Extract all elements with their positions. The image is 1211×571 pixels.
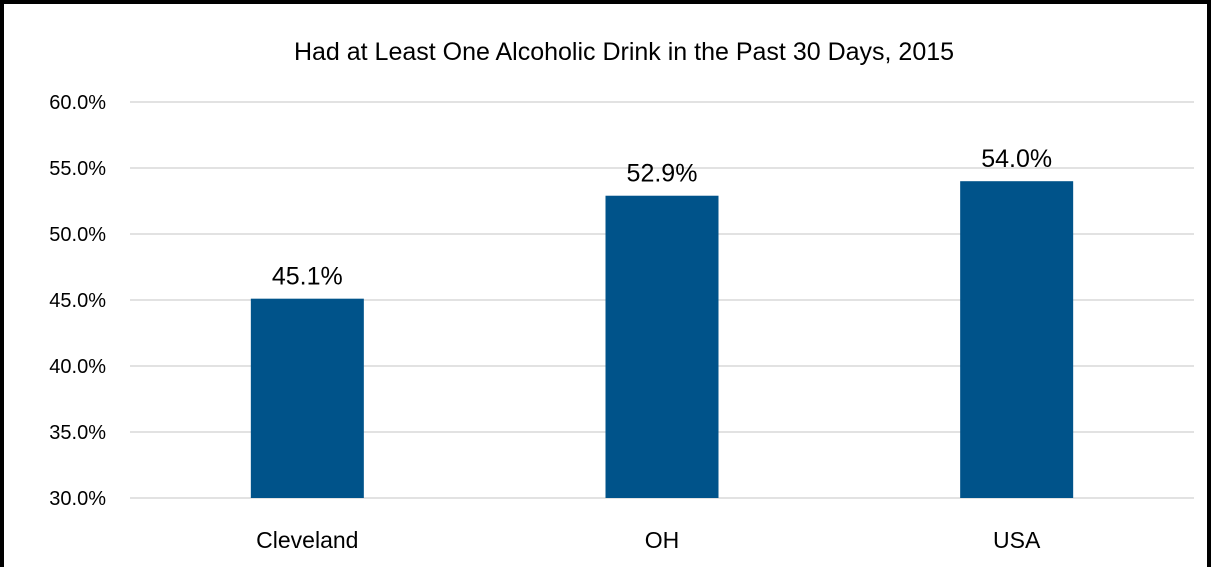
data-label: 45.1% <box>272 263 343 291</box>
chart-title: Had at Least One Alcoholic Drink in the … <box>294 38 954 66</box>
y-tick-label: 50.0% <box>49 224 106 246</box>
y-tick-label: 45.0% <box>49 290 106 312</box>
y-axis-ticks: 30.0% 35.0% 40.0% 45.0% 50.0% 55.0% 60.0% <box>49 92 106 510</box>
data-label: 52.9% <box>627 160 698 188</box>
x-axis-categories: Cleveland OH USA <box>256 527 1041 553</box>
y-tick-label: 30.0% <box>49 488 106 510</box>
y-tick-label: 40.0% <box>49 356 106 378</box>
bar-cleveland <box>250 298 364 498</box>
bar-chart: Had at Least One Alcoholic Drink in the … <box>49 38 1194 553</box>
x-category-label: USA <box>993 527 1041 553</box>
y-tick-label: 55.0% <box>49 158 106 180</box>
x-category-label: Cleveland <box>256 527 358 553</box>
data-label: 54.0% <box>981 145 1052 173</box>
bar-oh <box>605 195 719 498</box>
y-tick-label: 35.0% <box>49 422 106 444</box>
bar-usa <box>960 181 1074 498</box>
x-category-label: OH <box>645 527 680 553</box>
bars <box>250 181 1074 498</box>
y-tick-label: 60.0% <box>49 92 106 114</box>
data-labels: 45.1% 52.9% 54.0% <box>272 145 1052 290</box>
